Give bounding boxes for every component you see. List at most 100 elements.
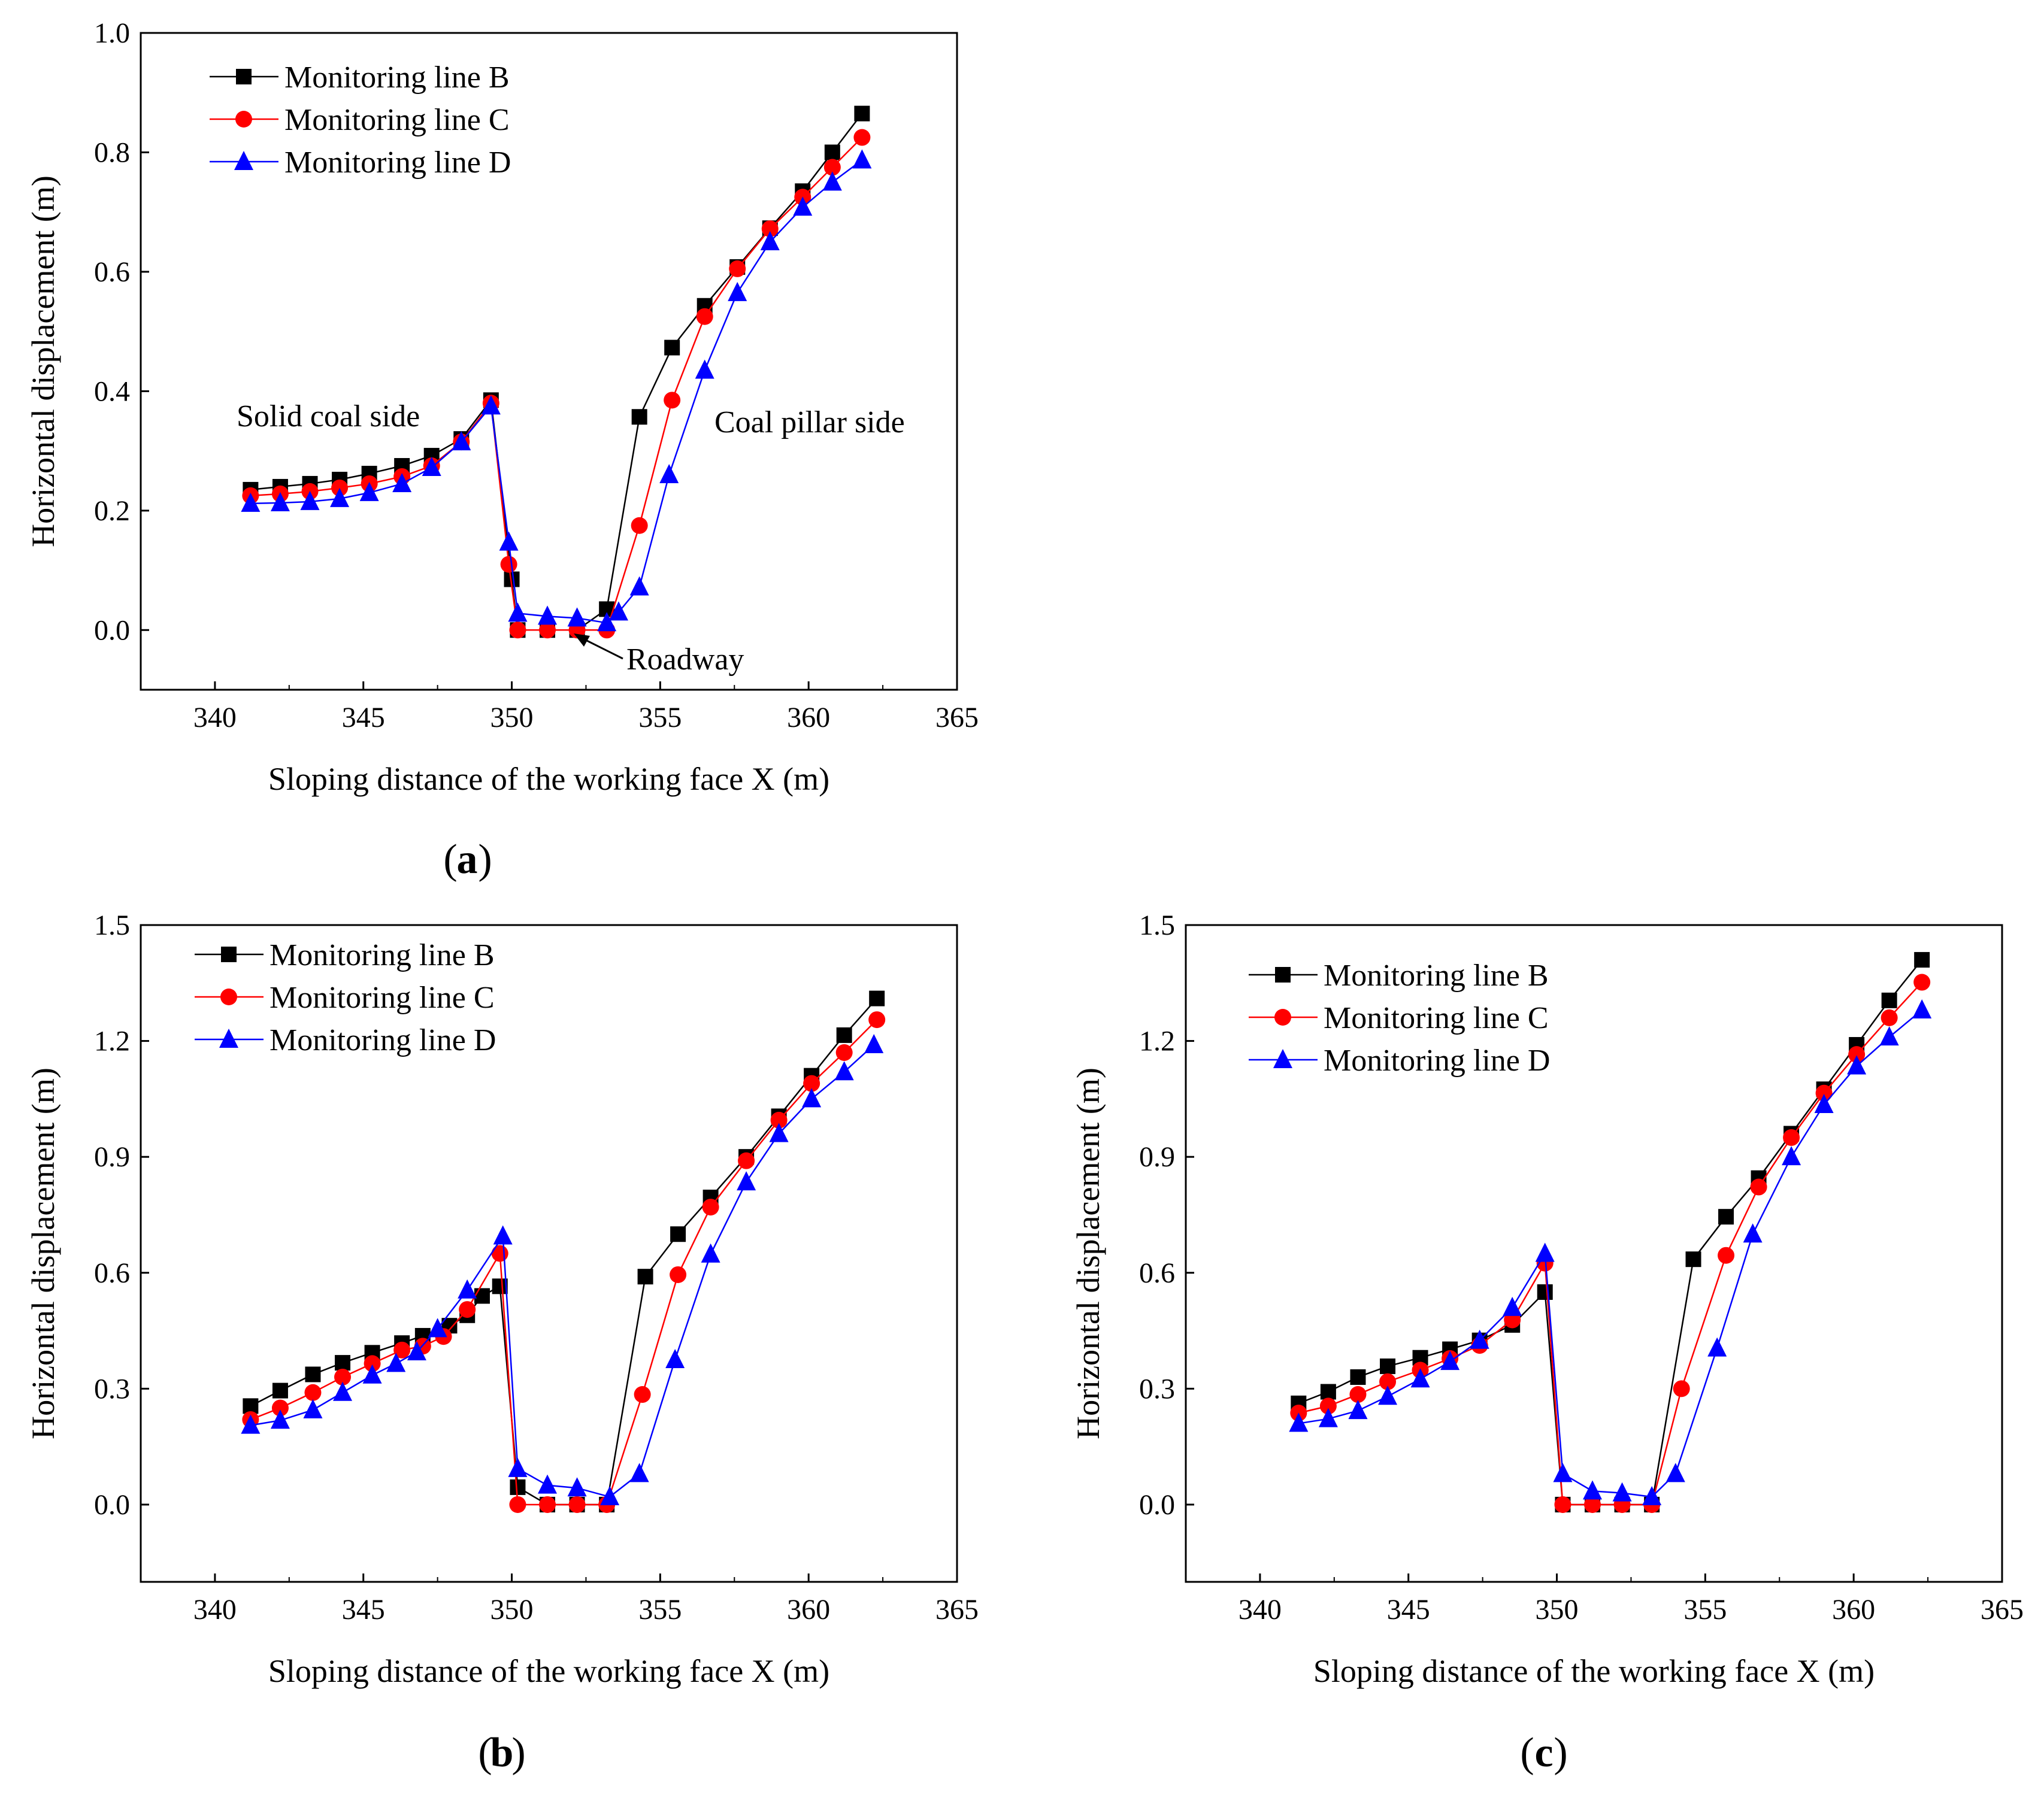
data-point	[428, 1318, 447, 1338]
x-tick-label: 345	[342, 1594, 385, 1626]
data-point	[271, 1399, 289, 1417]
data-point	[359, 481, 379, 501]
x-axis-title: Sloping distance of the working face X (…	[1313, 1653, 1875, 1689]
x-tick-label: 360	[787, 702, 830, 733]
data-point	[1685, 1251, 1701, 1268]
data-point	[1707, 1337, 1727, 1357]
data-point	[1503, 1296, 1522, 1316]
data-point	[241, 492, 261, 512]
x-tick-label: 365	[935, 702, 979, 733]
y-axis-title: Horizontal displacement (m)	[25, 175, 61, 547]
legend-entry: Monitoring line C	[1249, 1001, 1549, 1035]
data-point	[823, 159, 841, 176]
x-tick-label: 355	[638, 1594, 682, 1626]
data-point	[1912, 999, 1932, 1018]
annotations: Solid coal side Coal pillar side Roadway	[237, 399, 905, 677]
data-point	[701, 1243, 720, 1263]
legend-entry: Monitoring line D	[1249, 1044, 1550, 1078]
data-point	[1750, 1178, 1767, 1196]
data-point	[738, 1152, 755, 1169]
data-point	[538, 1474, 558, 1494]
data-point	[1847, 1055, 1867, 1075]
plot-frame	[1185, 924, 2003, 1583]
chart-panel-a: 340 345 350 355 360 365 0.0 0.2 0.4 0.6 0.8 1.0 Slop…	[25, 17, 979, 797]
svg-text:(: (	[478, 1730, 492, 1776]
legend-entry: Monitoring line C	[195, 981, 495, 1015]
data-point	[1718, 1209, 1734, 1225]
y-tick-label: 1.2	[1139, 1026, 1175, 1057]
legend-marker	[1275, 967, 1291, 983]
legend-marker	[235, 111, 252, 128]
data-point	[1881, 992, 1897, 1008]
y-tick-label: 0.2	[94, 495, 130, 527]
data-point	[393, 1341, 411, 1359]
y-tick-label: 0.4	[94, 375, 130, 407]
y-tick-label: 0.6	[94, 1257, 130, 1289]
legend-label: Monitoring line B	[284, 60, 510, 95]
data-point	[481, 395, 501, 415]
data-point	[631, 517, 648, 534]
x-tick-label: 365	[935, 1594, 979, 1626]
data-point	[761, 220, 779, 238]
data-point	[1814, 1094, 1834, 1114]
data-point	[1350, 1369, 1366, 1385]
data-point	[305, 1366, 321, 1382]
x-tick-label: 360	[1832, 1594, 1875, 1626]
data-point	[1320, 1384, 1336, 1400]
data-point	[422, 457, 441, 477]
data-point	[670, 1226, 686, 1242]
svg-text:): )	[1554, 1730, 1567, 1776]
panel-label-b-letter: b	[490, 1730, 514, 1776]
panel-label-c: ( c )	[1520, 1730, 1567, 1776]
legend-entry: Monitoring line C	[210, 103, 510, 137]
y-axis-title: Horizontal displacement (m)	[1070, 1068, 1106, 1439]
data-point	[1881, 1009, 1898, 1026]
x-tick-label: 355	[1683, 1594, 1727, 1626]
y-tick-label: 0.9	[94, 1141, 130, 1173]
data-point	[824, 144, 840, 160]
data-point	[334, 1368, 352, 1385]
data-point	[1612, 1482, 1632, 1502]
data-point	[1718, 1247, 1735, 1264]
data-point	[508, 1457, 528, 1477]
data-point	[1379, 1373, 1397, 1390]
data-point	[270, 492, 290, 511]
legend-marker	[220, 989, 237, 1005]
legend-marker	[1273, 1049, 1292, 1068]
y-axis-title: Horizontal displacement (m)	[25, 1068, 61, 1439]
data-point	[272, 1382, 288, 1399]
series-monitoring-line-d	[241, 149, 872, 632]
data-point	[853, 129, 871, 146]
data-point	[868, 1011, 886, 1029]
data-point	[834, 1061, 854, 1081]
data-point	[793, 196, 813, 216]
data-point	[728, 281, 747, 301]
y-tick-label: 1.2	[94, 1026, 130, 1057]
data-point	[1553, 1463, 1573, 1482]
chart-panel-b: 340 345 350 355 360 365 0.0 0.3 0.6 0.9 1.2 1.5 Slop…	[25, 909, 979, 1689]
x-tick-label: 365	[1981, 1594, 2024, 1626]
series-line	[250, 1019, 878, 1506]
data-point	[499, 531, 519, 551]
data-point	[459, 1301, 476, 1318]
data-point	[330, 487, 350, 507]
legend-entry: Monitoring line D	[210, 145, 511, 180]
legend-label: Monitoring line D	[269, 1023, 496, 1057]
data-point	[1848, 1046, 1866, 1063]
data-point	[769, 1123, 789, 1142]
legend-entry: Monitoring line B	[195, 938, 495, 972]
panel-label-c-letter: c	[1534, 1730, 1553, 1776]
data-point	[664, 339, 680, 356]
legend-entry: Monitoring line B	[1249, 959, 1549, 993]
data-point	[1440, 1351, 1460, 1371]
data-point	[1815, 1084, 1833, 1102]
data-point	[634, 1386, 651, 1403]
data-point	[539, 621, 556, 639]
data-point	[695, 359, 714, 379]
legend: Monitoring line B Monitoring line C Monito…	[1249, 959, 1550, 1078]
svg-text:(: (	[1520, 1730, 1534, 1776]
y-tick-label: 1.5	[94, 909, 130, 941]
svg-text:a: a	[457, 836, 478, 883]
data-point	[1318, 1408, 1338, 1427]
